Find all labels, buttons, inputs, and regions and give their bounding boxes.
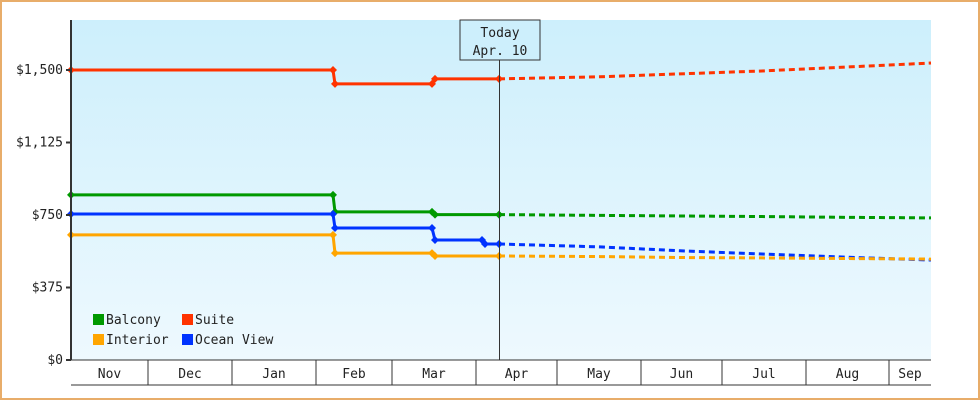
today-label: Today bbox=[480, 26, 519, 41]
data-point[interactable] bbox=[331, 249, 339, 258]
legend-item-ocean-view[interactable]: Ocean View bbox=[182, 333, 273, 348]
x-tick-label: Mar bbox=[422, 367, 446, 382]
data-point[interactable] bbox=[431, 74, 439, 83]
svg-text:Ocean View: Ocean View bbox=[195, 333, 273, 348]
x-tick-label: Sep bbox=[898, 367, 922, 382]
data-point[interactable] bbox=[428, 79, 436, 88]
svg-text:Balcony: Balcony bbox=[106, 313, 161, 328]
data-point[interactable] bbox=[481, 240, 489, 248]
x-tick-label: Aug bbox=[836, 367, 859, 382]
data-point[interactable] bbox=[431, 235, 439, 244]
x-tick-label: Feb bbox=[342, 367, 366, 382]
series-balcony bbox=[67, 190, 932, 220]
data-point[interactable] bbox=[431, 251, 439, 260]
y-tick-label: $1,500 bbox=[16, 63, 63, 78]
x-tick-label: Jun bbox=[670, 367, 693, 382]
today-date: Apr. 10 bbox=[473, 44, 528, 59]
x-tick-label: Jan bbox=[262, 367, 285, 382]
data-point[interactable] bbox=[431, 210, 439, 219]
y-tick-label: $375 bbox=[32, 281, 63, 296]
x-tick-label: Dec bbox=[178, 367, 201, 382]
data-point[interactable] bbox=[331, 223, 339, 232]
legend-item-suite[interactable]: Suite bbox=[182, 313, 234, 328]
x-tick-label: May bbox=[587, 367, 611, 382]
plot-area bbox=[71, 20, 931, 360]
svg-text:Interior: Interior bbox=[106, 333, 169, 348]
series-suite bbox=[67, 61, 932, 88]
series-layer bbox=[67, 61, 932, 262]
x-tick-label: Apr bbox=[505, 367, 529, 382]
today-marker: Today Apr. 10 bbox=[459, 19, 541, 360]
data-point[interactable] bbox=[329, 210, 337, 219]
y-tick-label: $1,125 bbox=[16, 136, 63, 151]
data-point[interactable] bbox=[329, 66, 337, 74]
x-axis: Nov Dec Jan Feb Mar Apr May Jun Jul Aug Sep bbox=[71, 359, 931, 386]
x-tick-label: Jul bbox=[752, 367, 775, 382]
data-point[interactable] bbox=[428, 223, 436, 232]
y-tick-label: $0 bbox=[47, 353, 63, 368]
series-interior bbox=[67, 230, 932, 261]
data-point[interactable] bbox=[329, 190, 337, 199]
svg-text:Suite: Suite bbox=[195, 313, 234, 328]
y-tick-label: $750 bbox=[32, 208, 63, 223]
y-axis: $0 $375 $750 $1,125 $1,500 bbox=[16, 20, 72, 368]
data-point[interactable] bbox=[331, 79, 339, 88]
data-point[interactable] bbox=[329, 230, 337, 239]
legend-item-interior[interactable]: Interior bbox=[93, 333, 169, 348]
x-tick-label: Nov bbox=[98, 367, 122, 382]
legend-item-balcony[interactable]: Balcony bbox=[93, 313, 161, 328]
legend: Balcony Suite Interior Ocean View bbox=[93, 313, 273, 348]
